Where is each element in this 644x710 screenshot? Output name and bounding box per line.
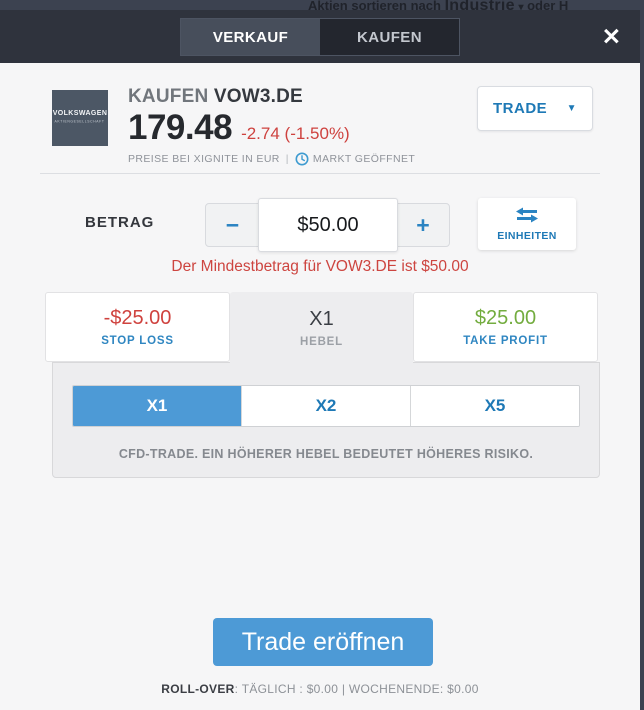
price-meta: PREISE BEI XIGNITE IN EUR | MARKT GEÖFFN… [128,152,415,166]
tab-kaufen[interactable]: KAUFEN [320,19,459,55]
amount-stepper: − + [205,198,450,252]
increase-amount-button[interactable]: + [416,211,430,238]
backdrop-text-emphasis: Industrie [444,0,515,10]
rollover-info: ROLL-OVER: TÄGLICH : $0.00 | WOCHENENDE:… [0,682,640,696]
instrument-symbol: VOW3.DE [213,86,303,107]
leverage-value: X1 [309,308,334,330]
background-page-strip: Aktien sortieren nach Industrie ▾ oder H [0,0,644,10]
rollover-label: ROLL-OVER [161,682,235,696]
meta-separator: | [285,152,289,165]
action-label: KAUFEN [128,86,209,107]
leverage-option-x5[interactable]: X5 [410,386,579,426]
amount-field [258,198,398,252]
amount-label: BETRAG [85,214,155,231]
tab-verkauf[interactable]: VERKAUF [181,19,320,55]
minimum-amount-warning: Der Mindestbetrag für VOW3.DE ist $50.00 [171,258,469,275]
instrument-logo: VOLKSWAGEN AKTIENGESELLSCHAFT [52,90,108,146]
take-profit-card[interactable]: $25.00 TAKE PROFIT [413,292,598,362]
dialog-header: VERKAUF KAUFEN ✕ [0,10,640,63]
amount-input[interactable] [259,199,397,251]
market-status-label: MARKT GEÖFFNET [312,152,416,165]
current-price: 179.48 [128,108,233,147]
units-toggle-button[interactable]: EINHEITEN [478,198,576,250]
dialog-title: KAUFEN VOW3.DE [128,86,415,108]
open-trade-button[interactable]: Trade eröffnen [213,618,433,666]
cfd-risk-note: CFD-TRADE. EIN HÖHERER HEBEL BEDEUTET HÖ… [118,447,534,461]
leverage-tab[interactable]: X1 HEBEL [230,292,413,364]
leverage-selector: X1 X2 X5 [72,385,580,427]
take-profit-value: $25.00 [474,307,537,329]
chevron-down-icon: ▼ [566,103,577,114]
price-source-label: PREISE BEI XIGNITE IN EUR [128,152,280,165]
stop-loss-value: -$25.00 [103,307,172,329]
clock-icon [295,152,309,166]
leverage-option-x1[interactable]: X1 [73,386,241,426]
decrease-amount-button[interactable]: − [225,211,240,238]
stop-loss-label: STOP LOSS [101,335,174,347]
logo-wordmark: VOLKSWAGEN [52,110,108,117]
leverage-label: HEBEL [300,336,343,348]
trade-type-label: TRADE [493,100,548,117]
backdrop-text-left: Aktien sortieren nach [308,0,441,10]
chevron-down-icon: ▾ [518,2,524,10]
swap-arrows-icon [515,207,539,228]
price-change: -2.74 (-1.50%) [241,124,350,143]
backdrop-text-right: oder H [527,0,569,10]
units-button-label: EINHEITEN [497,229,557,242]
leverage-panel: X1 X2 X5 CFD-TRADE. EIN HÖHERER HEBEL BE… [52,362,600,478]
instrument-info: KAUFEN VOW3.DE 179.48 -2.74 (-1.50%) PRE… [128,86,415,166]
buy-sell-tab-group: VERKAUF KAUFEN [180,18,460,56]
rollover-details: : TÄGLICH : $0.00 | WOCHENENDE: $0.00 [234,682,479,696]
trade-type-dropdown[interactable]: TRADE ▼ [477,86,593,131]
take-profit-label: TAKE PROFIT [463,335,548,347]
close-icon[interactable]: ✕ [601,23,621,49]
price-row: 179.48 -2.74 (-1.50%) [128,108,415,147]
trade-dialog: VERKAUF KAUFEN ✕ VOLKSWAGEN AKTIENGESELL… [0,10,640,710]
section-divider [40,173,600,174]
leverage-option-x2[interactable]: X2 [241,386,410,426]
stop-loss-card[interactable]: -$25.00 STOP LOSS [45,292,230,362]
logo-subtext: AKTIENGESELLSCHAFT [55,119,105,124]
background-page-text: Aktien sortieren nach Industrie ▾ oder H [308,0,568,10]
